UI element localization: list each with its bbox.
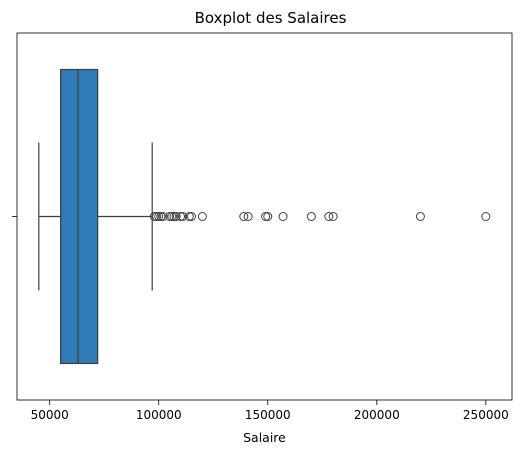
x-axis-label: Salaire — [243, 430, 286, 445]
outlier-point — [239, 212, 249, 221]
outlier-point — [178, 212, 188, 221]
box-group — [38, 68, 153, 365]
outlier-point — [176, 212, 186, 221]
outlier-point — [328, 212, 338, 221]
outlier-point — [278, 212, 288, 221]
outlier-point — [152, 212, 162, 221]
x-tick-label: 200000 — [354, 408, 400, 422]
x-tick-label: 50000 — [31, 408, 69, 422]
outlier-point — [324, 212, 334, 221]
outlier-point — [481, 212, 491, 221]
outlier-point — [263, 212, 273, 221]
plot-frame — [16, 32, 513, 401]
outlier-point — [167, 212, 177, 221]
outlier-point — [197, 212, 207, 221]
outlier-group — [149, 212, 491, 221]
outlier-point — [165, 212, 175, 221]
outlier-point — [171, 212, 181, 221]
x-tick-label: 150000 — [245, 408, 291, 422]
outlier-point — [415, 212, 425, 221]
outlier-point — [149, 212, 159, 221]
outlier-point — [156, 212, 166, 221]
chart-title: Boxplot des Salaires — [195, 9, 347, 27]
outlier-point — [184, 212, 194, 221]
x-tick-label: 250000 — [463, 408, 509, 422]
outlier-point — [186, 212, 196, 221]
x-tick-label: 100000 — [136, 408, 182, 422]
outlier-point — [158, 212, 168, 221]
iqr-box — [60, 68, 99, 365]
outlier-point — [243, 212, 253, 221]
outlier-point — [154, 212, 164, 221]
x-axis-ticks: 50000 100000 150000 200000 250000 — [31, 400, 509, 422]
outlier-point — [261, 212, 271, 221]
outlier-point — [306, 212, 316, 221]
outlier-point — [169, 212, 179, 221]
